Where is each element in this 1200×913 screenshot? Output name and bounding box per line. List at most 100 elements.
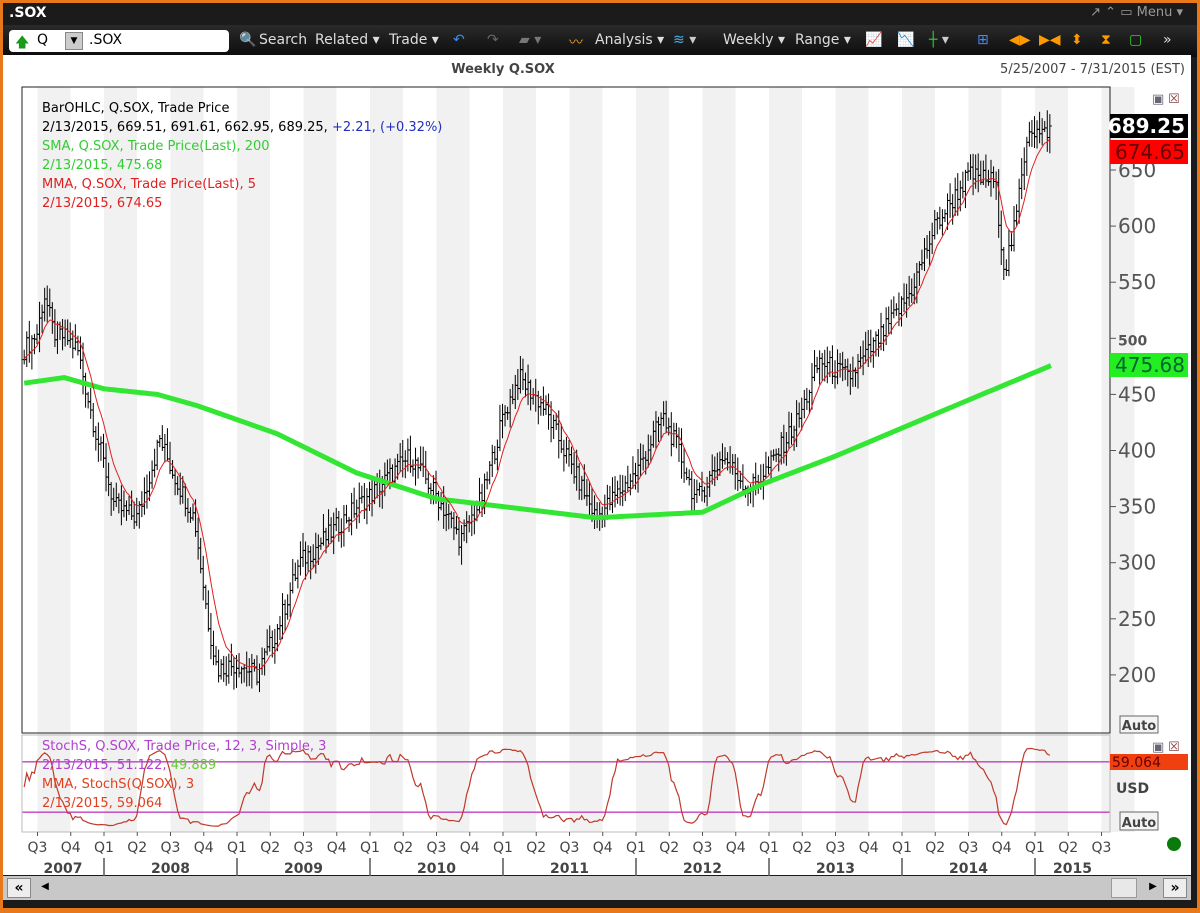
folder-icon[interactable]: ▰ ▾ bbox=[519, 32, 542, 48]
quarter-label: Q3 bbox=[826, 840, 846, 856]
quarter-stripe bbox=[1035, 87, 1068, 832]
interval-menu[interactable]: Weekly ▾ bbox=[723, 32, 786, 48]
redo-icon[interactable]: ↷ bbox=[487, 32, 499, 48]
mma-price-label: 674.65 bbox=[1115, 140, 1185, 164]
pan-vertical-icon[interactable]: ⬍ bbox=[1071, 32, 1083, 48]
ohlc-bar bbox=[341, 505, 346, 547]
panel-close-icon[interactable]: ☒ bbox=[1168, 92, 1180, 107]
crosshair-icon[interactable]: ┼ ▾ bbox=[929, 32, 949, 48]
ohlc-bar bbox=[607, 485, 612, 511]
quarter-stripe bbox=[968, 87, 1002, 832]
scroll-end-button[interactable]: » bbox=[1163, 878, 1187, 898]
legend-bar-values: 2/13/2015, 669.51, 691.61, 662.95, 689.2… bbox=[42, 120, 442, 135]
analysis-menu[interactable]: Analysis ▾ bbox=[595, 32, 665, 48]
up-arrow-icon: 🡅 bbox=[15, 35, 30, 51]
scroll-left-button[interactable]: ◀ bbox=[41, 881, 49, 892]
ohlc-bar bbox=[93, 426, 98, 451]
ohlc-bar bbox=[211, 630, 216, 666]
symbol-box[interactable]: 🡅 Q ▼ .SOX bbox=[9, 30, 229, 52]
ohlc-bar bbox=[935, 212, 940, 235]
ohlc-bar bbox=[24, 331, 29, 368]
scroll-start-button[interactable]: « bbox=[7, 878, 31, 898]
quarter-label: Q4 bbox=[327, 840, 347, 856]
stoch-line bbox=[23, 747, 1051, 827]
ohlc-bar bbox=[960, 171, 965, 199]
quarter-label: Q3 bbox=[161, 840, 181, 856]
price-auto-button[interactable]: Auto bbox=[1122, 719, 1157, 734]
year-label: 2009 bbox=[284, 861, 323, 877]
studies-icon[interactable]: ≋ ▾ bbox=[673, 32, 697, 48]
quarter-label: Q1 bbox=[227, 840, 247, 856]
trade-menu[interactable]: Trade ▾ bbox=[389, 32, 439, 48]
ohlc-bar bbox=[1004, 259, 1009, 277]
menu-button[interactable]: Menu ▾ bbox=[1136, 5, 1183, 20]
ohlc-bar bbox=[272, 628, 277, 664]
quarter-label: Q1 bbox=[759, 840, 779, 856]
scroll-right-button[interactable]: ▶ bbox=[1149, 881, 1157, 892]
analysis-icon[interactable]: 〰 bbox=[569, 35, 583, 51]
add-panel-icon[interactable]: ⊞ bbox=[977, 32, 989, 48]
quarter-label: Q1 bbox=[892, 840, 912, 856]
maximize-icon[interactable]: ▭ bbox=[1120, 5, 1133, 20]
zoom-vertical-icon[interactable]: ⧗ bbox=[1101, 32, 1111, 48]
prefix-dropdown[interactable]: ▼ bbox=[65, 32, 83, 50]
search-icon[interactable]: 🔍 bbox=[239, 32, 257, 48]
collapse-icon[interactable]: ⌃ bbox=[1105, 5, 1117, 20]
ohlc-bar bbox=[551, 414, 556, 440]
quarter-label: Q2 bbox=[260, 840, 280, 856]
ohlc-bar bbox=[958, 180, 963, 212]
ohlc-bar bbox=[359, 485, 364, 504]
pan-horizontal-icon[interactable]: ◀▶ bbox=[1009, 32, 1031, 48]
select-tool-icon[interactable]: ▢ bbox=[1129, 32, 1143, 48]
panel-minimize-icon[interactable]: ▣ bbox=[1152, 92, 1164, 107]
scroll-thumb[interactable] bbox=[1111, 878, 1137, 898]
price-tick-label: 350 bbox=[1118, 495, 1156, 519]
compare-chart-icon[interactable]: 📉 bbox=[897, 32, 915, 48]
quarter-label: Q2 bbox=[792, 840, 812, 856]
mma-line bbox=[23, 138, 1051, 671]
more-icon[interactable]: » bbox=[1163, 32, 1172, 48]
search-button[interactable]: Search bbox=[259, 32, 308, 48]
related-menu[interactable]: Related ▾ bbox=[315, 32, 380, 48]
window-title: .SOX bbox=[9, 5, 47, 21]
ohlc-bar bbox=[605, 484, 610, 520]
ohlc-bar bbox=[362, 482, 367, 520]
ohlc-bar bbox=[830, 345, 835, 385]
ohlc-bar bbox=[487, 461, 492, 485]
stoch-close-icon[interactable]: ☒ bbox=[1168, 740, 1180, 755]
ohlc-bar bbox=[1019, 158, 1024, 200]
ohlc-bar bbox=[884, 307, 889, 346]
stoch-panel-frame bbox=[21, 734, 1111, 833]
quarter-label: Q3 bbox=[560, 840, 580, 856]
sma-price-label: 475.68 bbox=[1115, 353, 1185, 377]
ohlc-bar bbox=[817, 350, 822, 385]
ohlc-bar bbox=[684, 467, 689, 481]
zoom-horizontal-icon[interactable]: ▶◀ bbox=[1039, 32, 1061, 48]
ohlc-bar bbox=[881, 323, 886, 352]
undo-icon[interactable]: ↶ bbox=[453, 32, 465, 48]
quarter-label: Q4 bbox=[61, 840, 81, 856]
ohlc-bar bbox=[428, 483, 433, 505]
ohlc-bar bbox=[219, 659, 224, 680]
stoch-auto-button[interactable]: Auto bbox=[1122, 816, 1157, 831]
ohlc-bar bbox=[96, 422, 101, 462]
stoch-minimize-icon[interactable]: ▣ bbox=[1152, 740, 1164, 755]
date-range: 5/25/2007 - 7/31/2015 (EST) bbox=[1000, 62, 1185, 77]
ohlc-bar bbox=[336, 510, 341, 542]
sma-line bbox=[23, 363, 1052, 521]
ohlc-bar bbox=[679, 428, 684, 479]
symbol-prefix[interactable]: Q bbox=[37, 32, 49, 48]
line-chart-icon[interactable]: 📈 bbox=[865, 32, 883, 48]
quarter-stripe bbox=[170, 87, 204, 832]
popout-icon[interactable]: ↗ bbox=[1090, 5, 1102, 20]
ohlc-bar bbox=[630, 456, 635, 489]
symbol-input[interactable]: .SOX bbox=[89, 32, 123, 48]
ohlc-bar bbox=[290, 558, 295, 594]
year-label: 2012 bbox=[683, 861, 722, 877]
stoch-mma-title: MMA, StochS(Q.SOX), 3 bbox=[42, 777, 194, 792]
ohlc-bar bbox=[231, 657, 236, 690]
time-scrollbar[interactable]: « ◀ ▶ » bbox=[3, 876, 1191, 900]
range-menu[interactable]: Range ▾ bbox=[795, 32, 851, 48]
currency-label: USD bbox=[1116, 781, 1149, 797]
